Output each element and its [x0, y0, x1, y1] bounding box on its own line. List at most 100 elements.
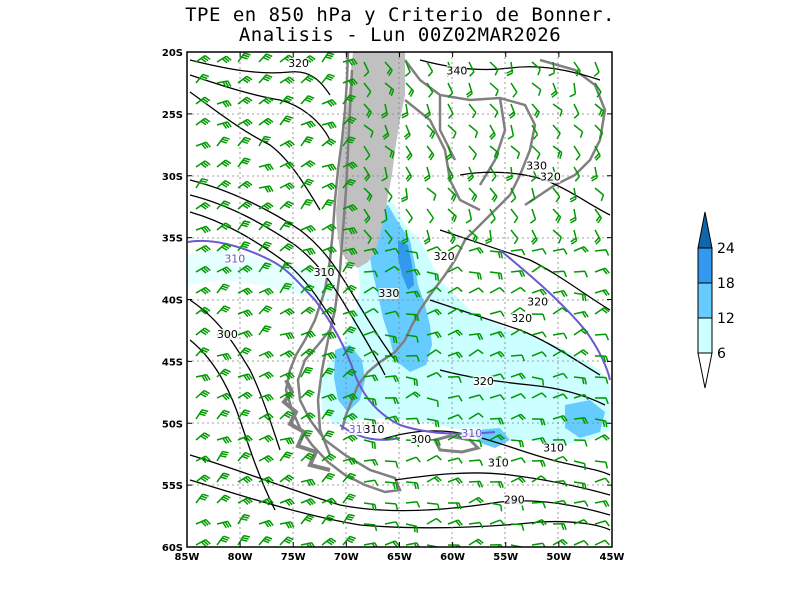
wind-barb: [489, 145, 500, 160]
contour-label-bg: [446, 65, 467, 77]
wind-barb: [342, 178, 357, 189]
wind-barb: [489, 187, 498, 203]
wind-barb: [363, 307, 379, 315]
wind-barb: [507, 124, 515, 140]
wind-barb: [447, 124, 457, 139]
wind-barb: [594, 418, 608, 428]
wind-barb: [594, 145, 601, 161]
wind-barb: [300, 498, 316, 506]
wind-barb: [342, 535, 357, 546]
wind-barb: [342, 434, 358, 442]
coastline-brazil: [524, 58, 607, 207]
wind-barb: [445, 145, 453, 161]
wind-barb: [258, 350, 274, 359]
wind-barb: [279, 391, 295, 400]
wind-barb: [216, 121, 232, 129]
wind-barb: [279, 451, 293, 462]
wind-barb: [195, 409, 209, 420]
wind-barb: [342, 513, 355, 525]
wind-barb: [321, 453, 337, 462]
wind-barb: [594, 460, 609, 469]
wind-barb: [342, 204, 358, 212]
wind-barb: [237, 136, 252, 147]
wind-barb: [510, 523, 525, 531]
wind-barb: [426, 349, 442, 357]
wind-barb: [216, 436, 232, 444]
wind-barb: [195, 373, 211, 382]
wind-barb: [363, 479, 379, 487]
wind-barb: [484, 229, 493, 245]
wind-barb: [448, 502, 462, 510]
wind-barb: [363, 124, 374, 138]
wind-barb: [321, 497, 337, 506]
wind-barb: [363, 103, 372, 119]
wind-barb: [404, 61, 411, 77]
wind-barb: [321, 331, 337, 340]
wind-barb: [573, 292, 587, 302]
wind-barb: [447, 395, 463, 402]
wind-barb: [279, 182, 295, 191]
wind-barb: [237, 287, 253, 296]
wind-barb: [321, 121, 337, 130]
wind-barb: [489, 519, 505, 526]
wind-barb: [447, 433, 463, 441]
wind-barb: [594, 187, 605, 202]
wind-barb: [321, 409, 335, 420]
wind-barb: [384, 460, 399, 468]
wind-barb: [531, 437, 547, 445]
wind-barb: [258, 287, 274, 296]
contour-label-bg: [488, 457, 509, 469]
wind-barb: [321, 52, 335, 63]
wind-barb: [321, 246, 337, 254]
wind-barb: [216, 352, 232, 361]
wind-barb: [510, 328, 526, 336]
wind-barb: [531, 61, 541, 76]
wind-barb: [468, 459, 484, 467]
wind-barb: [594, 82, 602, 98]
wind-barb: [195, 160, 211, 169]
wind-barb: [552, 124, 561, 140]
wind-barb: [195, 141, 211, 150]
contour-label: 320: [527, 296, 548, 309]
wind-barb: [300, 412, 316, 420]
wind-barb: [258, 434, 274, 443]
lon-tick-label: 65W: [387, 552, 412, 563]
lat-tick-label: 35S: [162, 234, 183, 245]
wind-barb: [510, 393, 526, 399]
wind-barb: [384, 397, 399, 405]
wind-barb: [569, 187, 577, 203]
wind-barb: [531, 288, 547, 296]
chart-title-line1: TPE en 850 hPa y Criterio de Bonner.: [185, 4, 615, 26]
wind-barb: [401, 103, 409, 119]
wind-barb: [216, 535, 230, 546]
wind-barb: [447, 286, 463, 294]
lon-tick-label: 60W: [440, 552, 465, 563]
wind-barb: [195, 201, 211, 210]
wind-barb: [573, 376, 587, 385]
wind-barb: [405, 290, 421, 298]
wind-barb: [279, 220, 293, 231]
wind-barb: [594, 397, 609, 405]
wind-barb: [426, 124, 436, 139]
wind-barb: [363, 247, 379, 255]
wind-barb: [573, 349, 589, 357]
wind-barb: [195, 265, 211, 274]
wind-barb: [384, 334, 398, 344]
wind-barb: [489, 103, 499, 118]
wind-barb: [384, 310, 400, 318]
wind-barb: [342, 261, 355, 273]
wind-barb: [195, 54, 211, 63]
contour-label-bg: [526, 160, 547, 172]
wind-barb: [529, 208, 537, 224]
wind-barb: [426, 517, 442, 525]
contour-label: 320: [540, 171, 561, 184]
wind-barb: [216, 99, 232, 108]
wind-barb: [594, 208, 603, 224]
wind-barb: [489, 61, 499, 76]
wind-barb: [216, 55, 232, 64]
wind-barb: [594, 500, 610, 508]
wind-barb: [510, 372, 526, 380]
wind-barb: [258, 455, 274, 463]
contour-label-bg: [434, 250, 455, 262]
wind-barb: [401, 229, 409, 245]
